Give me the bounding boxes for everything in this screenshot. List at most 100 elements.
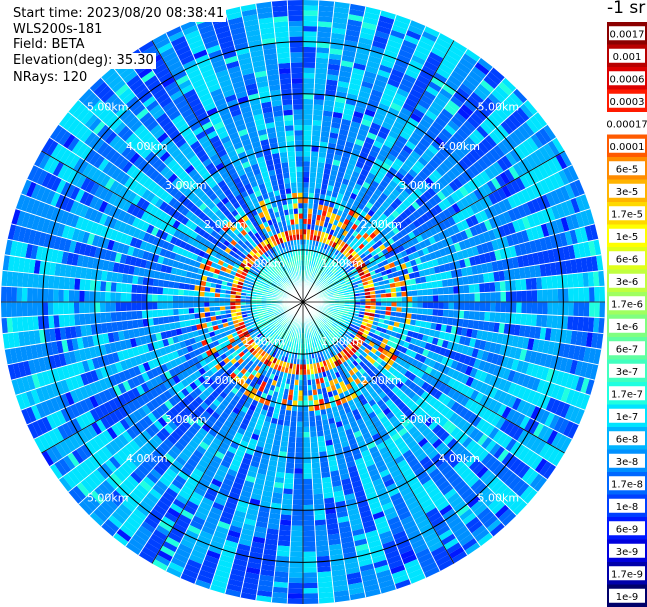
data-cell (570, 390, 581, 407)
data-cell (180, 378, 190, 388)
data-cell (259, 327, 266, 333)
data-cell (424, 176, 435, 188)
data-cell (456, 382, 466, 394)
data-cell (303, 88, 315, 95)
data-cell (533, 476, 548, 493)
data-cell (128, 537, 145, 551)
data-cell (465, 152, 478, 165)
data-cell (451, 390, 461, 402)
data-cell (370, 45, 386, 55)
data-cell (511, 110, 526, 126)
data-cell (155, 406, 166, 417)
data-cell (303, 15, 318, 22)
data-cell (55, 410, 67, 425)
data-cell (539, 352, 548, 367)
data-cell (407, 136, 420, 147)
data-cell (426, 406, 437, 417)
data-cell (316, 566, 332, 573)
data-cell (272, 339, 278, 346)
data-cell (489, 311, 496, 323)
data-cell (482, 408, 493, 422)
data-cell (364, 136, 376, 146)
data-cell (453, 429, 465, 442)
data-cell (437, 559, 454, 572)
data-cell (346, 316, 353, 321)
data-cell (341, 282, 347, 288)
data-cell (372, 477, 384, 487)
data-cell (179, 354, 188, 364)
data-cell (310, 156, 319, 163)
data-cell (453, 147, 466, 160)
data-cell (149, 423, 160, 435)
data-cell (316, 555, 331, 562)
data-cell (142, 361, 151, 372)
data-cell (100, 445, 113, 460)
data-cell (339, 261, 346, 268)
data-cell (367, 246, 375, 254)
data-cell (318, 315, 324, 320)
data-cell (544, 176, 556, 192)
data-cell (414, 79, 428, 91)
data-cell (184, 563, 201, 575)
data-cell (358, 422, 367, 431)
data-cell (582, 272, 589, 288)
data-cell (277, 392, 284, 399)
data-cell (330, 285, 337, 290)
data-cell (327, 206, 334, 213)
data-cell (357, 553, 372, 562)
data-cell (314, 336, 318, 342)
data-cell (342, 273, 349, 279)
data-cell (331, 275, 337, 281)
data-cell (493, 445, 506, 460)
data-cell (589, 363, 599, 381)
data-cell (141, 371, 150, 383)
data-cell (230, 568, 246, 578)
data-cell (234, 553, 249, 562)
data-cell (226, 583, 243, 593)
data-cell (342, 236, 349, 244)
data-cell (325, 262, 331, 269)
data-cell (510, 302, 517, 314)
data-cell (303, 473, 313, 480)
data-cell (276, 397, 283, 404)
data-cell (303, 374, 308, 381)
data-cell (404, 318, 411, 325)
data-cell (423, 531, 439, 544)
data-cell (311, 140, 320, 147)
data-cell (530, 151, 542, 167)
data-cell (152, 357, 161, 368)
data-cell (257, 367, 264, 375)
data-cell (307, 218, 312, 225)
data-cell (457, 276, 464, 286)
data-cell (401, 302, 408, 308)
data-cell (268, 336, 274, 343)
data-cell (427, 288, 433, 296)
data-cell (312, 394, 319, 401)
data-cell (379, 403, 389, 412)
data-cell (471, 328, 478, 339)
data-cell (411, 54, 426, 66)
data-cell (494, 249, 502, 261)
data-cell (113, 408, 124, 422)
data-cell (322, 481, 333, 489)
data-cell (121, 430, 134, 443)
data-cell (436, 240, 444, 250)
data-cell (363, 11, 380, 21)
data-cell (201, 410, 212, 420)
data-cell (417, 346, 425, 355)
data-cell (257, 435, 267, 443)
data-cell (272, 391, 279, 398)
data-cell (464, 424, 476, 437)
data-cell (348, 438, 358, 446)
data-cell (496, 158, 509, 172)
data-cell (433, 96, 447, 109)
data-cell (476, 329, 483, 340)
data-cell (118, 371, 128, 383)
data-cell (43, 432, 55, 448)
data-cell (109, 342, 117, 354)
data-cell (303, 104, 314, 110)
data-cell (323, 317, 329, 322)
data-cell (56, 366, 66, 381)
data-cell (477, 449, 490, 463)
data-cell (414, 242, 422, 252)
